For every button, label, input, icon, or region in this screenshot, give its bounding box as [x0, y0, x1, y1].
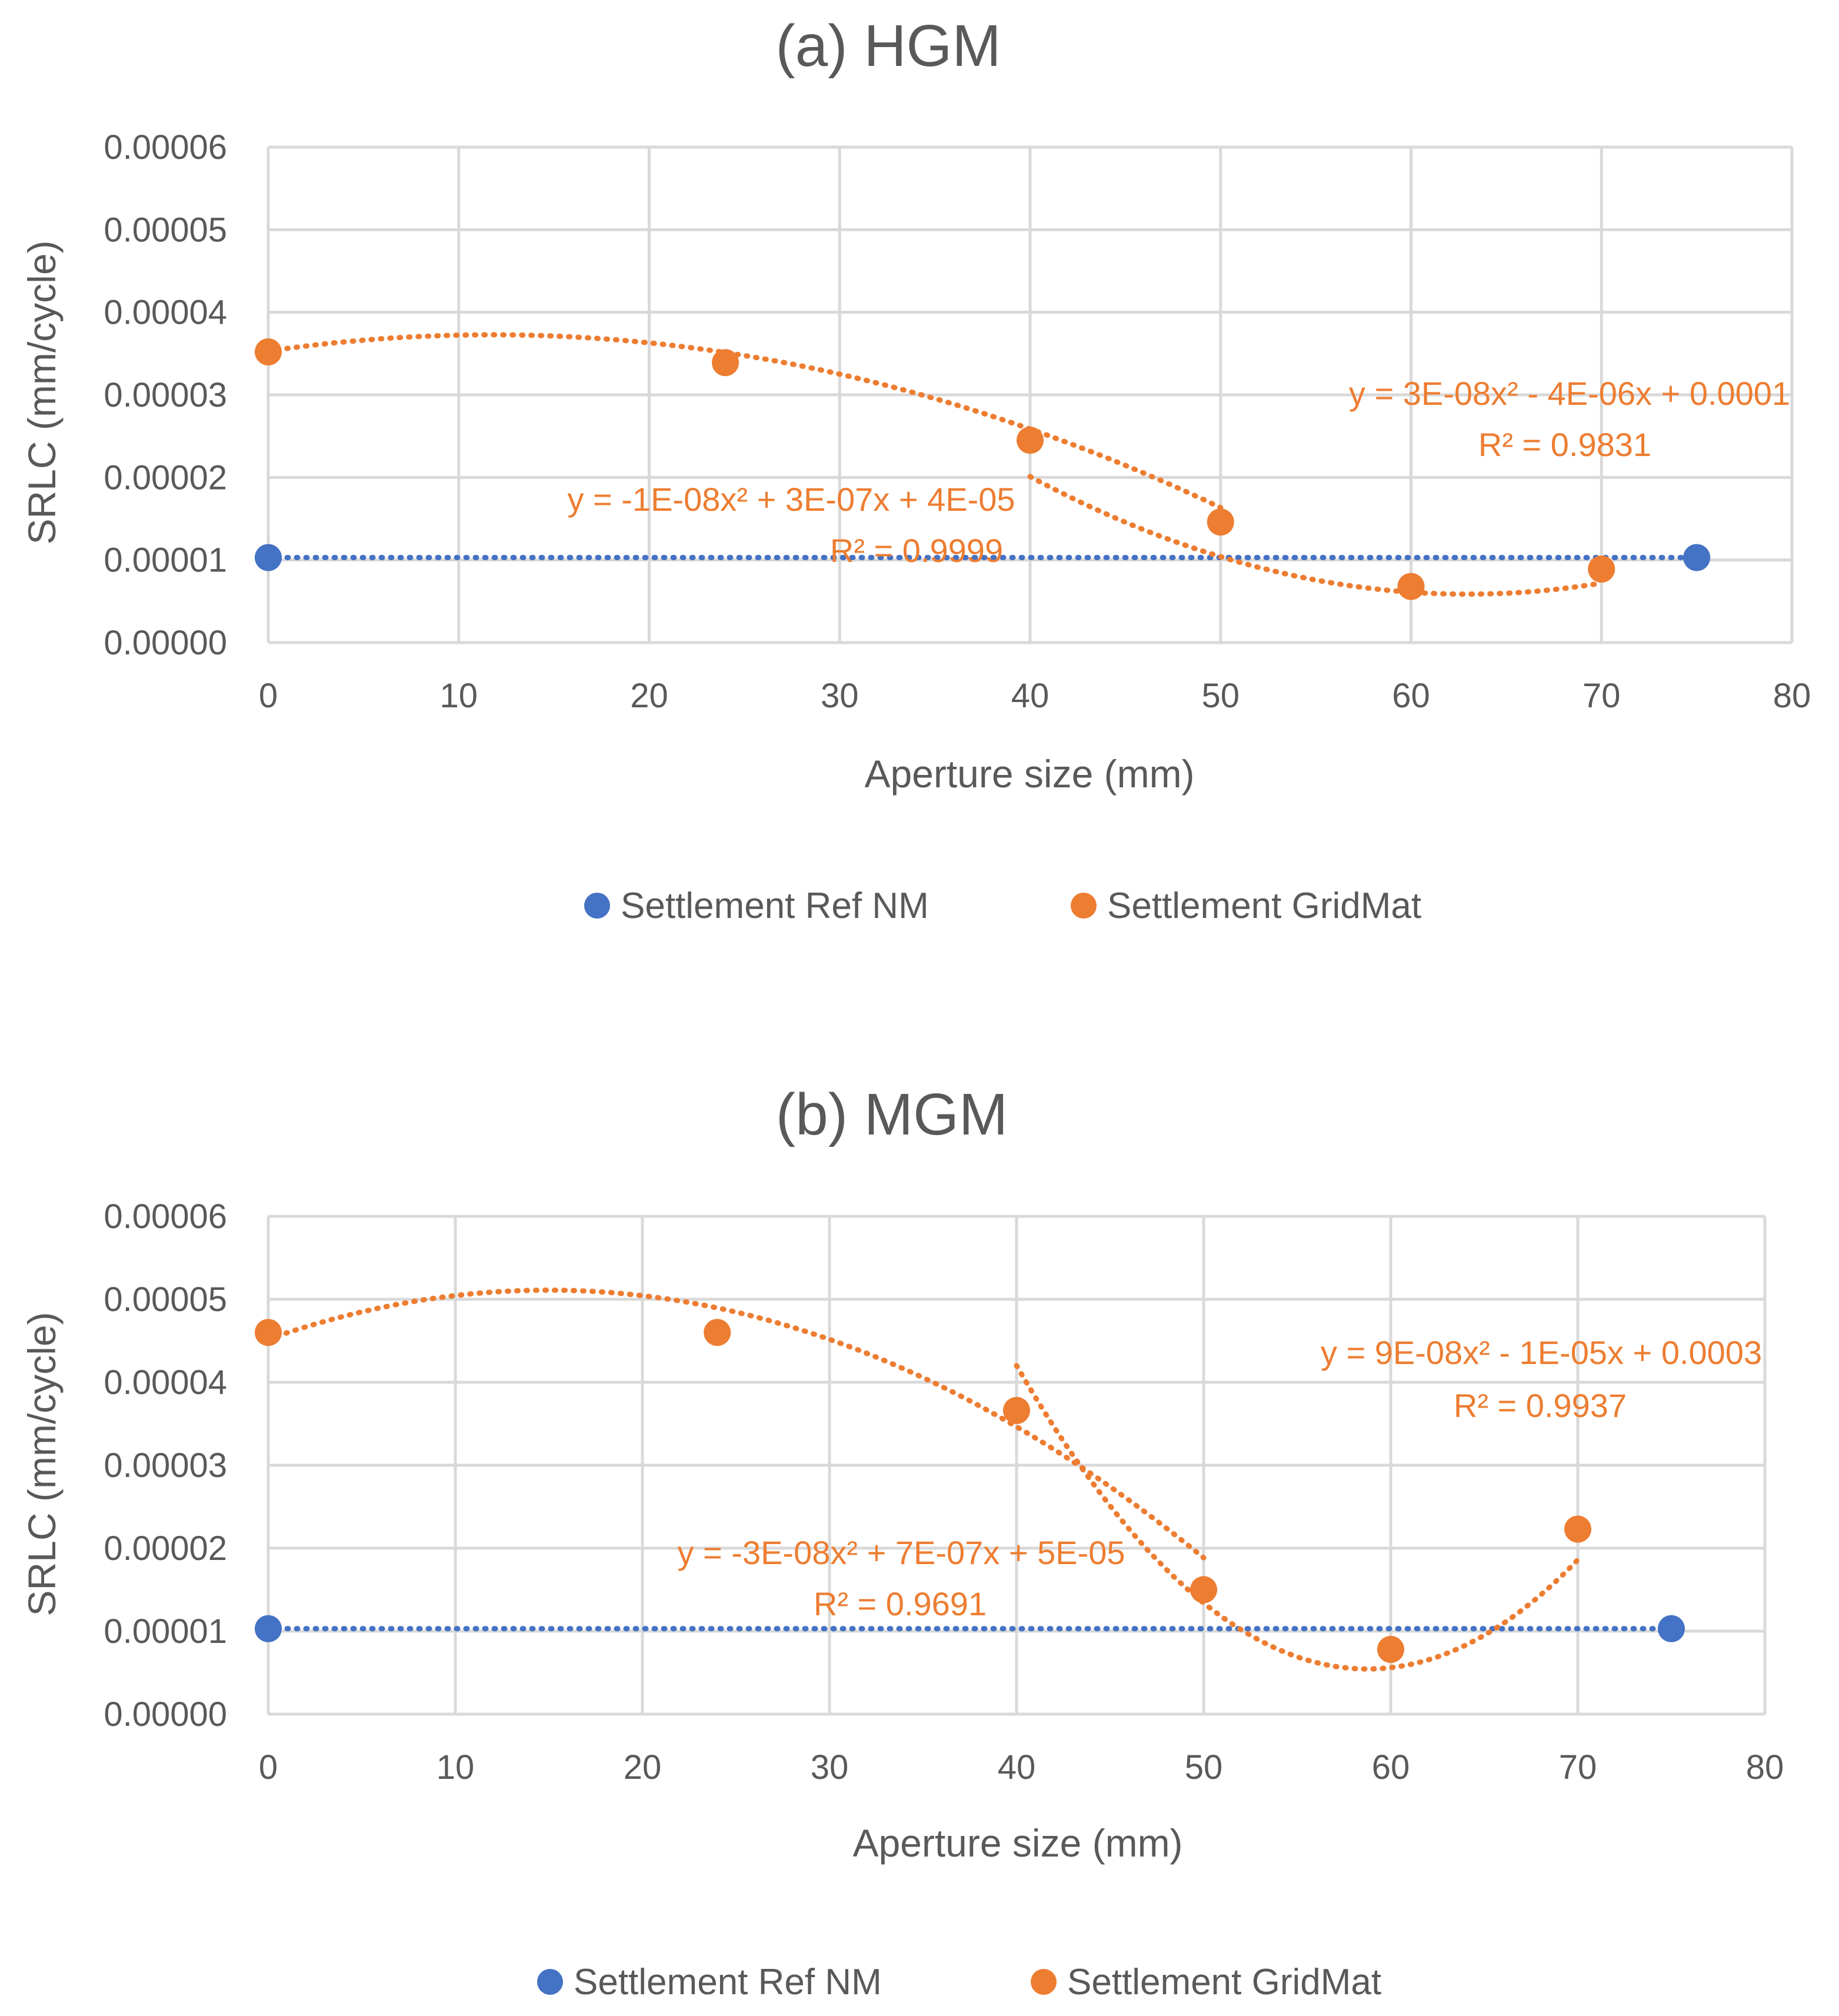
- legend-marker-ref: [537, 1969, 563, 1995]
- x-tick-label: 80: [1746, 1748, 1784, 1787]
- trendline-gridmat: [265, 332, 1224, 511]
- legend-marker-gridmat: [1031, 1969, 1057, 1995]
- data-point-gridmat: [1588, 555, 1615, 583]
- trendlines: [265, 1287, 1674, 1672]
- x-tick-label: 40: [998, 1748, 1036, 1787]
- legend-label-ref: Settlement Ref NM: [574, 1962, 882, 2002]
- y-tick-labels: 0.00000 0.00001 0.00002 0.00003 0.00004 0.000…: [104, 1197, 227, 1734]
- x-tick-labels: 0 10 20 30 40 50 60 70 80: [259, 677, 1811, 715]
- chart-mgm: (b) MGM 0.000000.000010.000020.000030.00…: [20, 1082, 1784, 2002]
- x-tick-label: 10: [437, 1748, 475, 1787]
- y-tick-labels: 0.00000 0.00001 0.00002 0.00003 0.00004 0.000…: [104, 128, 227, 662]
- x-tick-label: 10: [439, 677, 478, 715]
- x-tick-label: 60: [1372, 1748, 1410, 1787]
- legend: Settlement Ref NM Settlement GridMat: [537, 1962, 1381, 2002]
- y-tick-label: 0.00004: [104, 1363, 227, 1402]
- x-tick-label: 20: [624, 1748, 662, 1787]
- trendline-gridmat: [1027, 474, 1604, 597]
- gridlines: [266, 145, 1794, 644]
- data-point-gridmat: [255, 338, 282, 366]
- x-tick-labels: 0 10 20 30 40 50 60 70 80: [259, 1748, 1784, 1787]
- data-point-ref: [255, 1615, 282, 1642]
- legend-label-gridmat: Settlement GridMat: [1067, 1962, 1381, 2002]
- data-point-ref: [1683, 544, 1711, 571]
- x-tick-label: 20: [630, 677, 668, 715]
- y-tick-label: 0.00004: [104, 294, 227, 332]
- legend: Settlement Ref NM Settlement GridMat: [584, 886, 1421, 926]
- x-tick-label: 80: [1773, 677, 1811, 715]
- data-point-gridmat: [1377, 1636, 1404, 1664]
- chart-title: (a) HGM: [775, 13, 1001, 79]
- y-axis-title: SRLC (mm/cycle): [20, 240, 64, 544]
- y-tick-label: 0.00000: [104, 1695, 227, 1734]
- chart-title: (b) MGM: [776, 1082, 1008, 1147]
- y-tick-label: 0.00002: [104, 458, 227, 497]
- data-point-gridmat: [1397, 573, 1425, 600]
- x-tick-label: 0: [259, 677, 278, 715]
- y-tick-label: 0.00000: [104, 624, 227, 662]
- gridlines: [266, 1215, 1767, 1716]
- y-tick-label: 0.00005: [104, 1280, 227, 1319]
- data-point-gridmat: [1190, 1576, 1217, 1604]
- x-tick-label: 70: [1559, 1748, 1597, 1787]
- trend-equation-left: y = -1E-08x² + 3E-07x + 4E-05: [567, 481, 1015, 518]
- trend-equation-right: y = 3E-08x² - 4E-06x + 0.0001: [1349, 375, 1790, 412]
- trendlines: [265, 332, 1700, 597]
- data-point-gridmat: [1017, 427, 1044, 454]
- data-point-ref: [255, 544, 282, 571]
- x-tick-label: 50: [1185, 1748, 1223, 1787]
- chart-hgm: (a) HGM 0.000000.000010.000020.000030.00…: [20, 13, 1811, 926]
- x-tick-label: 40: [1011, 677, 1050, 715]
- data-point-gridmat: [255, 1319, 282, 1346]
- x-tick-label: 70: [1583, 677, 1621, 715]
- legend-marker-ref: [584, 893, 610, 919]
- y-axis-title: SRLC (mm/cycle): [20, 1312, 64, 1616]
- y-tick-label: 0.00001: [104, 1612, 227, 1651]
- data-point-gridmat: [712, 349, 739, 377]
- data-point-gridmat: [1207, 508, 1234, 536]
- trendline-gridmat: [265, 1287, 1207, 1561]
- y-tick-label: 0.00003: [104, 376, 227, 414]
- legend-marker-gridmat: [1071, 893, 1097, 919]
- trendline-gridmat: [1014, 1363, 1581, 1672]
- legend-label-ref: Settlement Ref NM: [621, 886, 929, 926]
- y-tick-label: 0.00002: [104, 1529, 227, 1568]
- trend-equation-left: y = -3E-08x² + 7E-07x + 5E-05: [677, 1534, 1125, 1571]
- data-point-gridmat: [1564, 1515, 1591, 1543]
- y-tick-label: 0.00006: [104, 1197, 227, 1236]
- trend-r2-left: R² = 0.9999: [830, 532, 1003, 569]
- data-point-ref: [1658, 1615, 1685, 1642]
- legend-label-gridmat: Settlement GridMat: [1107, 886, 1421, 926]
- x-tick-label: 30: [821, 677, 859, 715]
- y-tick-label: 0.00003: [104, 1446, 227, 1485]
- data-points: [255, 1319, 1685, 1664]
- x-tick-label: 50: [1201, 677, 1240, 715]
- trend-equation-right: y = 9E-08x² - 1E-05x + 0.0003: [1321, 1334, 1762, 1371]
- trend-r2-left: R² = 0.9691: [814, 1585, 987, 1622]
- y-tick-label: 0.00005: [104, 211, 227, 249]
- x-tick-label: 30: [811, 1748, 849, 1787]
- y-tick-label: 0.00006: [104, 128, 227, 167]
- data-point-gridmat: [704, 1319, 731, 1346]
- x-axis-title: Aperture size (mm): [852, 1821, 1182, 1865]
- trend-r2-right: R² = 0.9937: [1454, 1387, 1627, 1424]
- x-tick-label: 60: [1392, 677, 1430, 715]
- x-tick-label: 0: [259, 1748, 278, 1787]
- trend-r2-right: R² = 0.9831: [1478, 426, 1651, 463]
- x-axis-title: Aperture size (mm): [864, 752, 1194, 796]
- y-tick-label: 0.00001: [104, 541, 227, 580]
- data-points: [255, 338, 1711, 600]
- data-point-gridmat: [1003, 1396, 1030, 1424]
